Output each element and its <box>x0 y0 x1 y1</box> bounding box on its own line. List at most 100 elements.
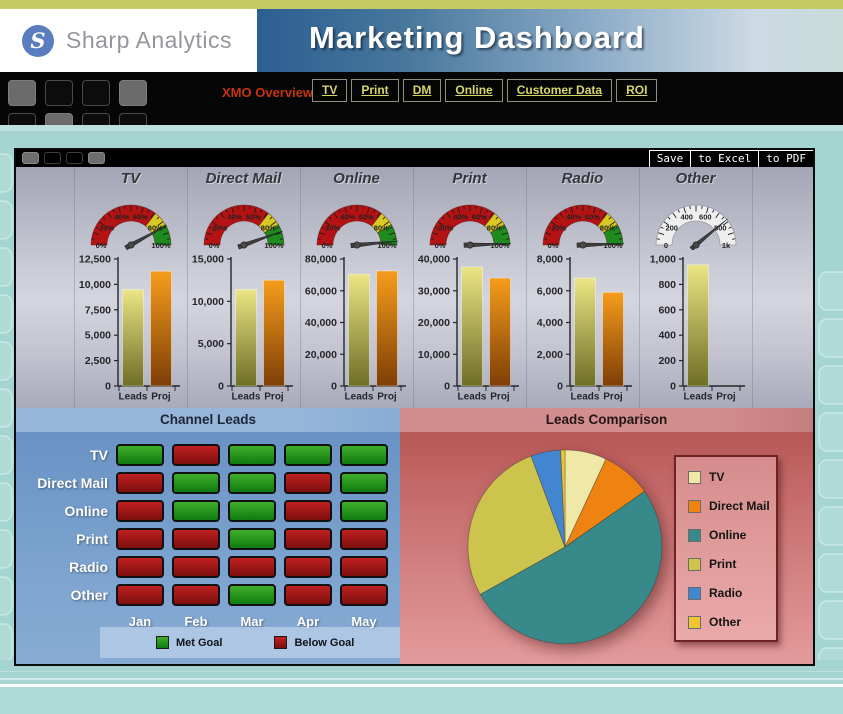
decor-square <box>45 113 73 125</box>
top-accent-strip <box>0 0 843 9</box>
svg-text:400: 400 <box>658 330 676 342</box>
channel-column-print: Print 0% 20% 40% 60% 80% 100% 0 10,000 20,000 30,0… <box>413 167 526 408</box>
heatmap-cell-radio-feb <box>172 556 220 578</box>
svg-text:0: 0 <box>663 241 667 250</box>
svg-text:10,000: 10,000 <box>192 296 224 308</box>
heatmap-cell-other-feb <box>172 584 220 606</box>
brand-name: Sharp Analytics <box>66 27 233 53</box>
heatmap-cell-direct-mail-jan <box>116 472 164 494</box>
nav-tab-roi[interactable]: ROI <box>616 79 658 102</box>
save-button[interactable]: Save <box>648 151 691 167</box>
svg-text:60%: 60% <box>358 213 373 222</box>
heatmap-cell-radio-jan <box>116 556 164 578</box>
below-goal-swatch <box>274 636 288 649</box>
svg-text:Leads: Leads <box>684 392 713 403</box>
barchart-direct-mail: 0 5,000 10,000 15,000 Leads Proj <box>192 254 293 403</box>
heatmap-cell-direct-mail-may <box>340 472 388 494</box>
channel-title: Online <box>333 170 380 187</box>
svg-text:0: 0 <box>218 381 224 393</box>
column-separator <box>639 167 640 408</box>
pie-slice-direct-mail <box>564 458 646 549</box>
column-separator <box>526 167 527 408</box>
svg-text:100%: 100% <box>264 241 284 250</box>
heatmap-month-labels: Jan Feb Mar Apr May <box>16 609 400 633</box>
barchart-radio: 0 2,000 4,000 6,000 8,000 Leads Proj <box>537 254 632 403</box>
svg-text:1k: 1k <box>721 241 730 250</box>
heatmap-cell-radio-apr <box>284 556 332 578</box>
svg-text:40,000: 40,000 <box>305 317 337 329</box>
svg-text:Proj: Proj <box>716 392 736 403</box>
svg-text:20%: 20% <box>551 223 566 232</box>
channel-title: Other <box>675 170 716 187</box>
channel-column-tv: TV 0% 20% 40% 60% 80% 100% 0 2,500 5,000 7,500 10,0… <box>74 167 187 408</box>
svg-text:80%: 80% <box>486 223 501 232</box>
nav-tab-dm[interactable]: DM <box>402 79 442 102</box>
nav-tab-print[interactable]: Print <box>351 79 399 102</box>
pie-swatch-print <box>688 557 701 571</box>
svg-text:20,000: 20,000 <box>305 349 337 361</box>
svg-text:0%: 0% <box>547 241 558 250</box>
svg-text:20%: 20% <box>212 223 227 232</box>
nav-tab-online[interactable]: Online <box>445 79 503 102</box>
pie-swatch-radio <box>688 586 701 600</box>
barchart-online: 0 20,000 40,000 60,000 80,000 Leads Proj <box>305 254 406 403</box>
column-separator <box>74 167 75 408</box>
svg-text:S: S <box>30 28 45 53</box>
svg-text:6,000: 6,000 <box>537 285 563 297</box>
decor-square <box>82 113 110 125</box>
month-label-may: May <box>351 613 377 629</box>
svg-text:Proj: Proj <box>490 392 510 403</box>
svg-text:Proj: Proj <box>377 392 397 403</box>
pie-swatch-direct-mail <box>688 499 701 513</box>
pie-legend-item-other: Other <box>688 615 776 629</box>
nav-bar: XMO Overview TV Print DM Online Customer… <box>0 72 843 125</box>
header-banner: Marketing Dashboard <box>257 9 843 72</box>
svg-text:800: 800 <box>714 223 727 232</box>
svg-text:20%: 20% <box>99 223 114 232</box>
decor-square <box>82 80 110 106</box>
channel-leads-panel: Channel Leads TV Direct Mail Online Print Ra… <box>16 408 400 664</box>
svg-text:80,000: 80,000 <box>305 254 337 266</box>
heatmap-cell-tv-feb <box>172 444 220 466</box>
svg-text:2,500: 2,500 <box>85 355 111 367</box>
export-excel-button[interactable]: to Excel <box>690 151 759 167</box>
svg-text:200: 200 <box>658 355 676 367</box>
right-background-pattern <box>816 268 843 660</box>
svg-text:40%: 40% <box>340 213 355 222</box>
heatmap-cell-tv-mar <box>228 444 276 466</box>
heatmap-cell-tv-jan <box>116 444 164 466</box>
svg-text:600: 600 <box>699 213 712 222</box>
svg-text:Proj: Proj <box>151 392 171 403</box>
heatmap-grid: TV Direct Mail Online Print Radio Other Jan Feb… <box>16 441 400 633</box>
pie-item-label: Direct Mail <box>709 499 770 513</box>
heatmap-cell-online-may <box>340 500 388 522</box>
export-pdf-button[interactable]: to PDF <box>758 151 813 167</box>
heatmap-cell-radio-mar <box>228 556 276 578</box>
channel-column-radio: Radio 0% 20% 40% 60% 80% 100% 0 2,000 4,000 6,000 8… <box>526 167 639 408</box>
pie-slice-other <box>560 449 566 548</box>
nav-tab-customer-data[interactable]: Customer Data <box>506 79 613 102</box>
met-goal-label: Met Goal <box>176 636 223 649</box>
column-separator <box>187 167 188 408</box>
channel-title: Print <box>452 170 487 187</box>
svg-text:800: 800 <box>658 279 676 291</box>
decor-square <box>119 80 147 106</box>
heatmap-cell-other-mar <box>228 584 276 606</box>
svg-text:60%: 60% <box>584 213 599 222</box>
sharp-analytics-logo-icon: S <box>22 24 54 57</box>
svg-text:Leads: Leads <box>345 392 374 403</box>
dashboard-topbar: Save to Excel to PDF <box>16 150 813 167</box>
svg-text:12,500: 12,500 <box>79 254 111 266</box>
svg-text:30,000: 30,000 <box>418 285 450 297</box>
gauge-print: 0% 20%40% 60%80% 100% <box>429 204 511 250</box>
heatmap-cell-print-feb <box>172 528 220 550</box>
svg-text:80%: 80% <box>260 223 275 232</box>
logo-panel: S Sharp Analytics <box>0 9 257 72</box>
heatmap-row-label: Other <box>70 587 108 603</box>
page-title: Marketing Dashboard <box>309 20 645 55</box>
pie-item-label: Radio <box>709 586 743 600</box>
heatmap-cell-tv-apr <box>284 444 332 466</box>
nav-item-xmo-overview[interactable]: XMO Overview <box>222 85 314 100</box>
svg-text:100%: 100% <box>603 241 623 250</box>
nav-tab-tv[interactable]: TV <box>312 79 348 102</box>
